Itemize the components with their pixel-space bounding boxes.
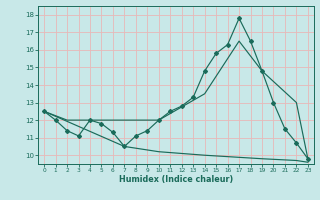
- X-axis label: Humidex (Indice chaleur): Humidex (Indice chaleur): [119, 175, 233, 184]
